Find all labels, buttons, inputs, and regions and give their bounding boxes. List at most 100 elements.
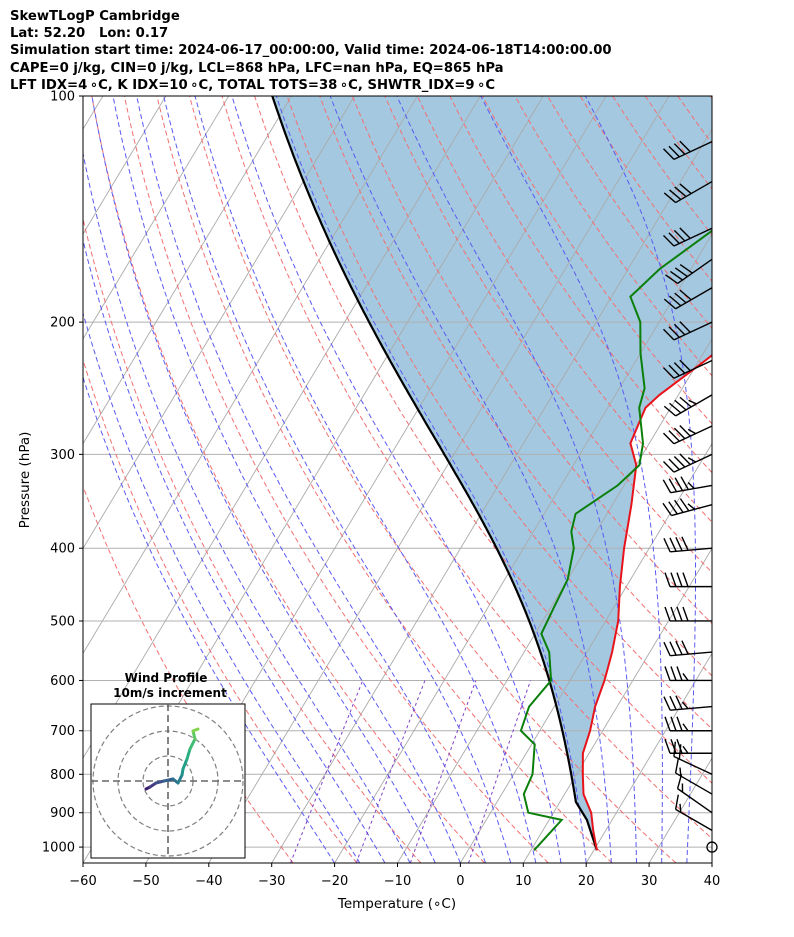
wind-barb-flag	[687, 457, 697, 463]
temperature-line	[581, 353, 712, 851]
hodograph-segment	[188, 737, 197, 751]
wind-barb-flag	[674, 758, 679, 774]
wind-barbs-layer	[662, 140, 718, 853]
title-line-time: Simulation start time: 2024-06-17_00:00:…	[10, 43, 612, 59]
wind-barb-flag	[674, 292, 687, 304]
wind-barb-flag	[673, 323, 686, 336]
wind-barb-flag	[681, 640, 689, 655]
wind-barb-flag	[676, 716, 683, 731]
wind-barb-flag	[679, 767, 682, 777]
wind-barb-flag	[668, 458, 680, 471]
wind-barb-flag	[679, 803, 682, 813]
isotherm-line	[522, 547, 712, 863]
wind-barb-flag	[679, 359, 691, 372]
wind-barb-flag	[670, 716, 677, 731]
wind-barb-flag	[668, 145, 680, 158]
wind-barb-flag	[662, 502, 673, 516]
dry-adiabat-line	[254, 96, 712, 784]
wind-barb-staff	[673, 140, 713, 160]
moist-adiabat-line	[112, 96, 461, 863]
wind-barb-flag	[662, 432, 675, 445]
moist-adiabat-line	[83, 150, 411, 863]
wind-barb-flag	[682, 723, 689, 732]
moist-adiabat-line	[83, 238, 386, 863]
wind-barb-flag	[669, 537, 677, 552]
y-tick-label: 400	[50, 542, 75, 557]
moist-adiabat-line	[136, 96, 487, 863]
isotherm-line	[83, 96, 230, 340]
wind-barb-flag	[682, 745, 689, 754]
moist-adiabat-line	[83, 311, 361, 863]
wind-barb-flag	[687, 428, 697, 435]
wind-barb-flag	[662, 234, 675, 247]
wind-barb-staff	[675, 180, 713, 204]
x-tick-label: 10	[515, 874, 532, 889]
wind-barb-flag	[679, 289, 692, 301]
wind-barb-flag	[668, 478, 678, 493]
wind-barb-flag	[674, 794, 679, 810]
x-tick-label: 40	[704, 874, 721, 889]
isotherm-line	[460, 442, 712, 863]
wind-barb-flag	[669, 641, 677, 656]
wind-barb-staff	[671, 503, 713, 517]
wind-barb-flag	[679, 263, 693, 274]
y-tick-label: 100	[50, 90, 75, 105]
y-tick-label: 200	[50, 316, 75, 331]
wind-barb-staff	[675, 287, 713, 310]
wind-barb-staff	[673, 227, 713, 247]
wind-barb-flag	[664, 739, 671, 754]
wind-barb-flag	[674, 186, 687, 198]
wind-barb-staff	[670, 651, 713, 657]
wind-barb-flag	[662, 148, 675, 160]
wind-barb-flag	[682, 572, 689, 587]
wind-barb-flag	[673, 427, 686, 440]
wind-barb-flag	[673, 499, 684, 513]
wind-barb-flag	[664, 716, 671, 731]
moist-adiabat-line	[480, 96, 663, 863]
y-tick-label: 500	[50, 614, 75, 629]
wind-barb-flag	[670, 666, 677, 681]
wind-barb-staff	[673, 359, 713, 379]
isotherm-line	[711, 862, 712, 863]
dry-adiabat-line	[123, 96, 549, 863]
isotherm-line	[83, 96, 167, 235]
dry-adiabat-line	[91, 96, 485, 863]
dry-adiabat-line	[83, 358, 358, 863]
chart-title-block: SkewTLogP Cambridge Lat: 52.20 Lon: 0.17 S…	[10, 8, 612, 94]
axis-ticks-layer: −60 −50 −40 −30 −20 −10 0 10 20 30 40 100 200 300 400 5…	[42, 90, 720, 890]
wind-barb-flag	[669, 295, 682, 307]
isotherm-line	[83, 96, 481, 760]
wind-barb-staff	[673, 755, 713, 775]
wind-barb-staff	[675, 808, 713, 831]
moist-adiabat-line	[231, 96, 562, 863]
moist-adiabat-line	[396, 96, 637, 863]
x-tick-label: −40	[195, 874, 222, 889]
wind-barb-staff	[673, 321, 713, 341]
wind-barb-flag	[662, 367, 675, 379]
mixing-ratio-line	[468, 680, 531, 863]
wind-barb-flag	[679, 453, 691, 465]
wind-barb-flag	[664, 606, 671, 622]
wind-barb-flag	[669, 270, 683, 281]
mixing-ratio-line	[355, 680, 426, 863]
dry-adiabat-line	[156, 96, 613, 863]
wind-barb-staff	[670, 705, 713, 711]
title-line-cape: CAPE=0 j/kg, CIN=0 j/kg, LCL=868 hPa, LF…	[10, 60, 504, 76]
dry-adiabat-line	[416, 96, 712, 523]
wind-barb-flag	[682, 673, 689, 681]
mixing-ratio-line	[290, 680, 364, 863]
x-tick-label: −50	[132, 874, 159, 889]
wind-barb-flag	[662, 479, 672, 494]
wind-barb-flag	[663, 298, 677, 310]
wind-barb-staff	[677, 258, 713, 285]
wind-barb-flag	[668, 430, 680, 442]
isotherm-line	[83, 96, 418, 655]
wind-barb-flag	[663, 538, 671, 553]
profile-lines-layer	[271, 96, 712, 851]
title-line-location: Lat: 52.20 Lon: 0.17	[10, 26, 169, 42]
wind-barb-flag	[663, 641, 671, 657]
dry-adiabat-line	[319, 96, 712, 677]
wind-barb-flag	[663, 696, 671, 711]
wind-barb-flag	[662, 328, 675, 341]
wind-barb-flag	[679, 498, 690, 512]
